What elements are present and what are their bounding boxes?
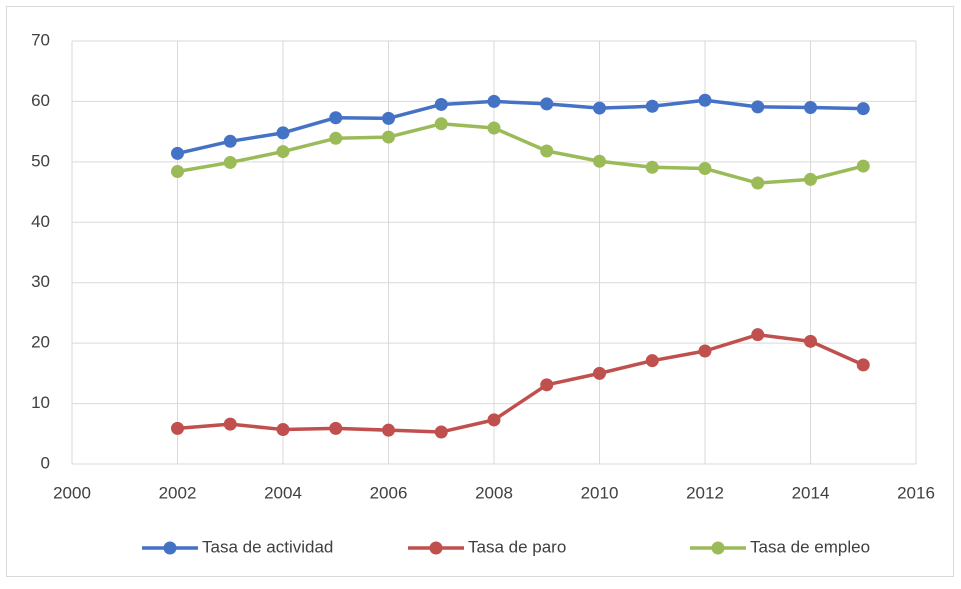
legend-marker bbox=[711, 541, 725, 555]
y-tick-label: 20 bbox=[31, 333, 50, 352]
x-tick-label: 2016 bbox=[897, 483, 935, 502]
legend-label: Tasa de paro bbox=[468, 537, 566, 556]
point bbox=[171, 165, 184, 179]
x-tick-label: 2000 bbox=[53, 483, 91, 502]
series-line bbox=[177, 122, 864, 185]
point bbox=[804, 172, 817, 186]
point bbox=[645, 99, 659, 113]
point bbox=[276, 423, 290, 437]
point bbox=[434, 117, 448, 131]
point bbox=[223, 134, 237, 148]
x-tick-label: 2006 bbox=[370, 483, 408, 502]
point bbox=[856, 358, 870, 372]
point bbox=[276, 126, 290, 140]
point bbox=[329, 131, 343, 145]
point bbox=[698, 344, 712, 358]
point bbox=[698, 93, 712, 107]
y-tick-label: 60 bbox=[31, 91, 50, 110]
point bbox=[751, 328, 765, 342]
point bbox=[487, 121, 501, 135]
point bbox=[645, 160, 659, 174]
legend-label: Tasa de actividad bbox=[202, 537, 333, 556]
y-tick-label: 70 bbox=[31, 30, 50, 49]
legend-label: Tasa de empleo bbox=[750, 537, 870, 556]
point bbox=[540, 378, 554, 392]
point bbox=[434, 97, 448, 111]
point bbox=[223, 155, 237, 169]
point bbox=[276, 145, 290, 159]
x-tick-label: 2012 bbox=[686, 483, 724, 502]
point bbox=[804, 100, 817, 114]
point bbox=[487, 413, 501, 427]
point bbox=[593, 366, 606, 380]
point bbox=[856, 159, 870, 173]
point bbox=[751, 100, 765, 114]
point bbox=[434, 425, 448, 439]
point bbox=[329, 421, 343, 435]
y-tick-label: 10 bbox=[31, 393, 50, 412]
point bbox=[593, 101, 606, 115]
point bbox=[223, 417, 237, 431]
point bbox=[382, 111, 395, 125]
point bbox=[751, 176, 765, 190]
point bbox=[698, 162, 712, 176]
legend-marker bbox=[429, 541, 443, 555]
y-tick-label: 50 bbox=[31, 151, 50, 170]
point bbox=[382, 423, 395, 437]
x-tick-label: 2014 bbox=[792, 483, 830, 502]
point bbox=[382, 130, 395, 144]
point bbox=[540, 144, 554, 158]
y-tick-label: 0 bbox=[41, 453, 50, 472]
y-tick-label: 40 bbox=[31, 212, 50, 231]
point bbox=[487, 94, 501, 108]
x-tick-label: 2010 bbox=[581, 483, 619, 502]
series-line bbox=[177, 98, 864, 156]
point bbox=[171, 421, 184, 435]
legend-marker bbox=[163, 541, 177, 555]
point bbox=[171, 146, 184, 160]
x-tick-label: 2004 bbox=[264, 483, 302, 502]
point bbox=[540, 97, 554, 111]
series-line bbox=[177, 332, 864, 434]
x-tick-label: 2008 bbox=[475, 483, 513, 502]
point bbox=[329, 111, 343, 125]
y-tick-label: 30 bbox=[31, 272, 50, 291]
x-tick-label: 2002 bbox=[159, 483, 197, 502]
point bbox=[645, 354, 659, 368]
point bbox=[804, 334, 817, 348]
point bbox=[593, 154, 606, 168]
point bbox=[856, 102, 870, 116]
